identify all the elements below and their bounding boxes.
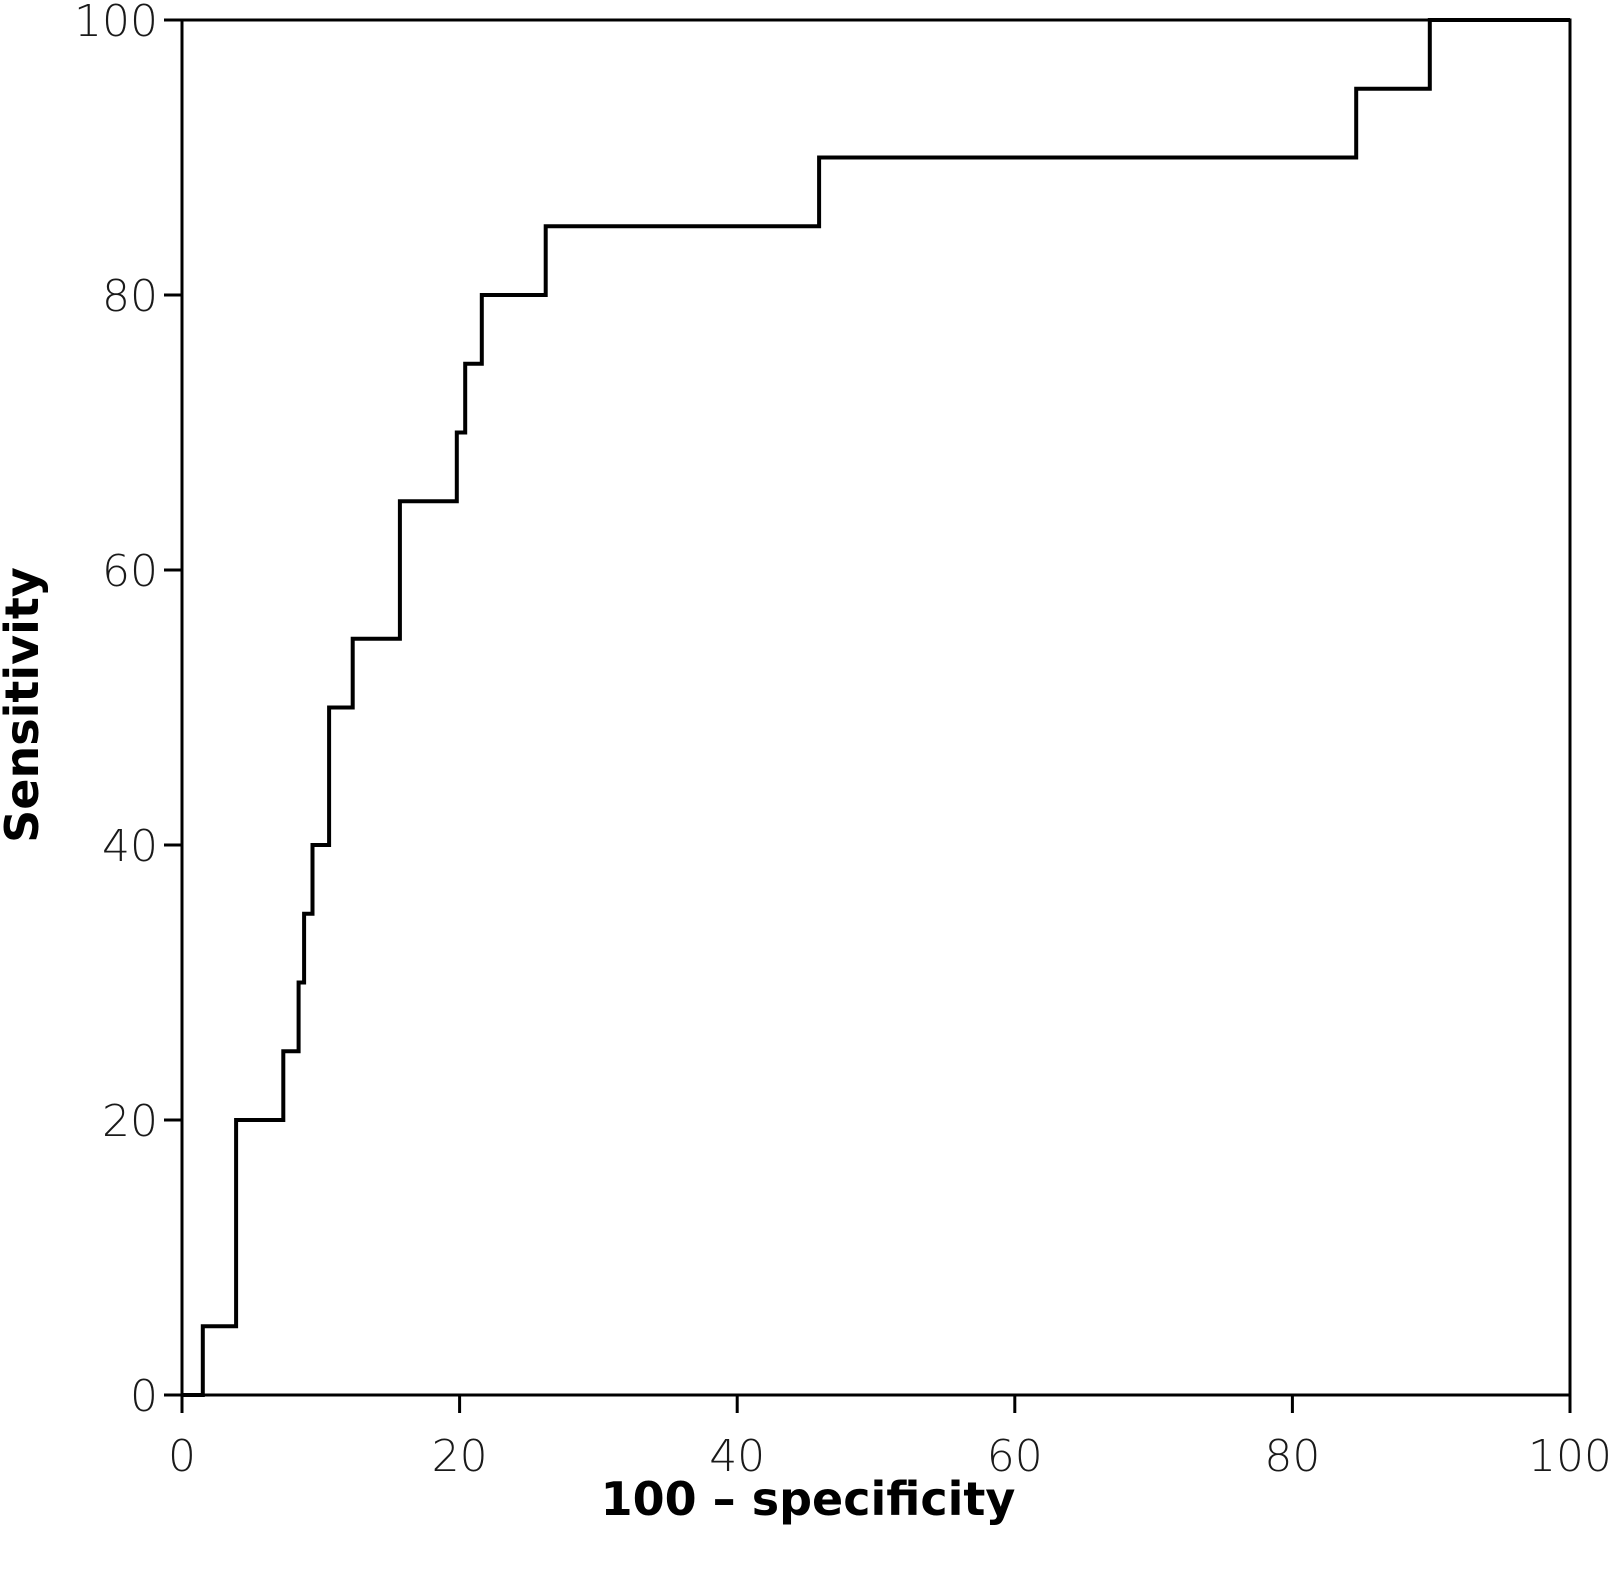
y-tick-label: 60	[102, 546, 158, 597]
axis-ticks	[164, 18, 1572, 1413]
x-tick-label: 20	[432, 1431, 488, 1482]
plot-border	[180, 18, 1572, 1397]
y-tick-label: 0	[130, 1371, 158, 1422]
x-tick-label: 40	[709, 1431, 765, 1482]
y-axis-title: Sensitivity	[0, 567, 49, 843]
series-layer	[182, 18, 1570, 1397]
x-tick-label: 60	[987, 1431, 1043, 1482]
axis-tick-labels: 0 20 40 60 80 100 0 20 40 60 80 100	[74, 0, 1609, 1482]
x-tick-label: 100	[1528, 1431, 1609, 1482]
y-tick-label: 40	[102, 821, 158, 872]
x-axis-title: 100 – specificity	[601, 1472, 1016, 1526]
y-tick-label: 100	[74, 0, 158, 47]
x-tick-label: 0	[168, 1431, 196, 1482]
plot-frame	[180, 18, 1572, 1397]
y-tick-label: 80	[102, 271, 158, 322]
roc-curve-line	[182, 18, 1570, 1397]
y-tick-label: 20	[102, 1096, 158, 1147]
x-tick-label: 80	[1264, 1431, 1320, 1482]
